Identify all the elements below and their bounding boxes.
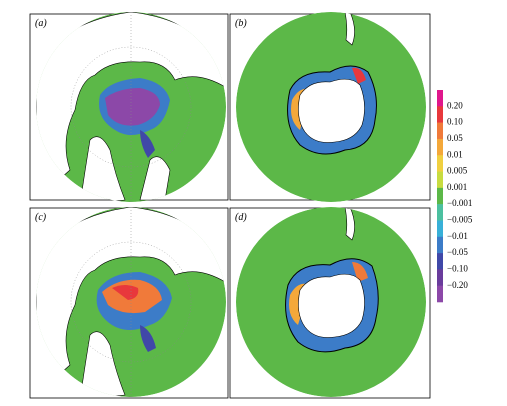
colorbar-label: 0.01 <box>447 149 463 159</box>
panel-a: (a) <box>29 12 229 202</box>
ice-field <box>140 325 156 352</box>
colorbar-segment <box>437 220 443 238</box>
panel-label: (b) <box>235 18 247 29</box>
panel-c: (c) <box>29 207 229 399</box>
land <box>79 331 126 397</box>
colorbar-label: −0.10 <box>447 263 468 273</box>
panel-label: (d) <box>235 212 247 223</box>
ice-field <box>105 88 160 126</box>
antarctica <box>298 78 365 143</box>
parallel <box>70 46 192 168</box>
colorbar-segment <box>437 106 443 123</box>
panel-label: (c) <box>35 212 47 223</box>
colorbar-segment <box>437 269 443 286</box>
colorbar-segment <box>437 122 443 140</box>
colorbar-segment <box>437 90 443 107</box>
panel-d: (d) <box>229 207 431 399</box>
colorbar-label: 0.10 <box>447 117 463 127</box>
colorbar-label: 0.001 <box>447 182 467 192</box>
colorbar-label: −0.01 <box>447 231 468 241</box>
colorbar-segment <box>437 236 443 254</box>
colorbar-segment <box>437 204 443 221</box>
colorbar-label: −0.05 <box>447 247 468 257</box>
colorbar-segment <box>437 171 443 189</box>
land <box>344 12 355 46</box>
ice-field <box>140 130 155 158</box>
colorbar-label: 0.20 <box>447 100 463 110</box>
colorbar-label: −0.20 <box>447 280 468 290</box>
colorbar-segment <box>437 155 443 172</box>
colorbar-segment <box>437 285 443 303</box>
colorbar-label: 0.05 <box>447 133 463 143</box>
land <box>344 207 355 241</box>
colorbar-segment <box>437 138 443 156</box>
colorbar-label: 0.005 <box>447 166 468 176</box>
colorbar-segment <box>437 253 443 270</box>
ice-field <box>352 67 366 84</box>
panel-b: (b) <box>229 12 431 202</box>
land <box>79 136 126 202</box>
colorbar-segment <box>437 187 443 205</box>
ice-field <box>112 285 139 300</box>
ice-field <box>352 262 368 282</box>
land <box>139 156 171 201</box>
colorbar: 0.20 0.10 0.05 0.01 0.005 0.001 −0.001 −0.005 −0… <box>437 90 473 303</box>
colorbar-label: −0.001 <box>447 198 472 208</box>
panel-label: (a) <box>35 18 47 29</box>
colorbar-label: −0.005 <box>447 215 473 225</box>
antarctica <box>298 273 365 338</box>
parallel <box>70 241 192 363</box>
